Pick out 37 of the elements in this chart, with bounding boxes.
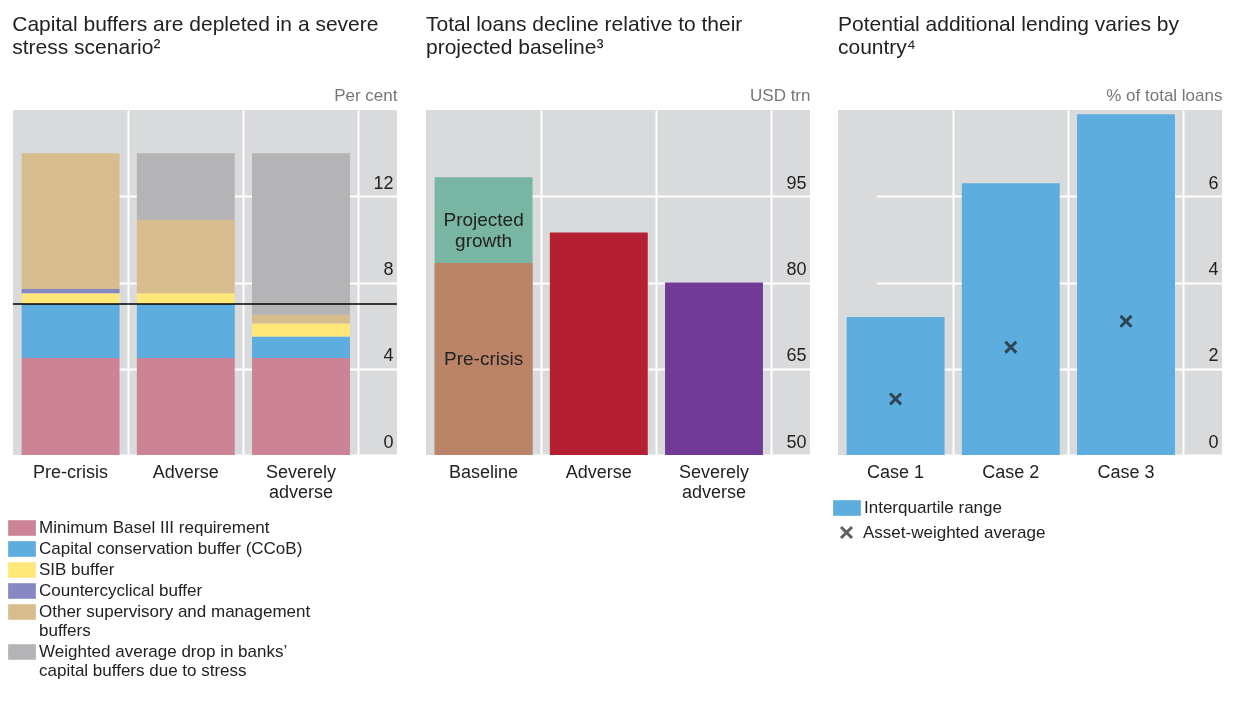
y-axis-title: % of total loans: [1106, 85, 1223, 105]
legend-label: Capital conservation buffer (CCoB): [39, 539, 303, 558]
legend-label: Countercyclical buffer: [39, 581, 203, 600]
y-tick-label: 4: [1208, 259, 1219, 279]
y-tick-label: 80: [786, 259, 807, 279]
series-label: Projected growth: [443, 209, 524, 252]
x-tick-label: Severely adverse: [678, 461, 750, 502]
x-tick-label: Adverse: [152, 461, 219, 482]
chart-title: Potential additional lending varies by country⁴: [838, 12, 1180, 58]
legend-label: Asset-weighted average: [863, 522, 1046, 542]
legend-label: Weighted average drop in banks’ capital buffers due to stress: [39, 642, 288, 680]
series-label: Pre-crisis: [444, 347, 524, 369]
y-tick-label: 8: [383, 259, 394, 279]
y-tick-label: 0: [1208, 431, 1219, 452]
x-tick-label: Case 3: [1097, 461, 1155, 482]
chart-title: Capital buffers are depleted in a severe stress scenario²: [12, 12, 379, 58]
y-tick-label: 2: [1208, 345, 1219, 366]
legend-label: Minimum Basel III requirement: [39, 518, 270, 537]
legend-label: Other supervisory and management buffers: [39, 602, 311, 640]
x-tick-label: Severely adverse: [265, 461, 337, 502]
legend-label: SIB buffer: [39, 560, 115, 579]
legend-label: Interquartile range: [864, 498, 1002, 517]
x-tick-label: Case 2: [982, 461, 1040, 482]
y-tick-label: 65: [786, 345, 807, 366]
chart-title: Total loans decline relative to their projected baseline³: [426, 12, 743, 58]
y-axis-title: Per cent: [334, 85, 398, 105]
y-tick-label: 4: [383, 345, 394, 366]
y-axis-title: USD trn: [750, 85, 811, 105]
x-tick-label: Adverse: [565, 461, 632, 482]
x-tick-label: Case 1: [867, 461, 925, 482]
y-tick-label: 50: [786, 431, 807, 452]
y-tick-label: 6: [1208, 172, 1219, 193]
y-tick-label: 12: [373, 172, 394, 193]
x-tick-label: Pre-crisis: [33, 461, 109, 482]
y-tick-label: 95: [786, 172, 807, 193]
y-tick-label: 0: [383, 431, 394, 452]
x-tick-label: Baseline: [449, 461, 519, 482]
